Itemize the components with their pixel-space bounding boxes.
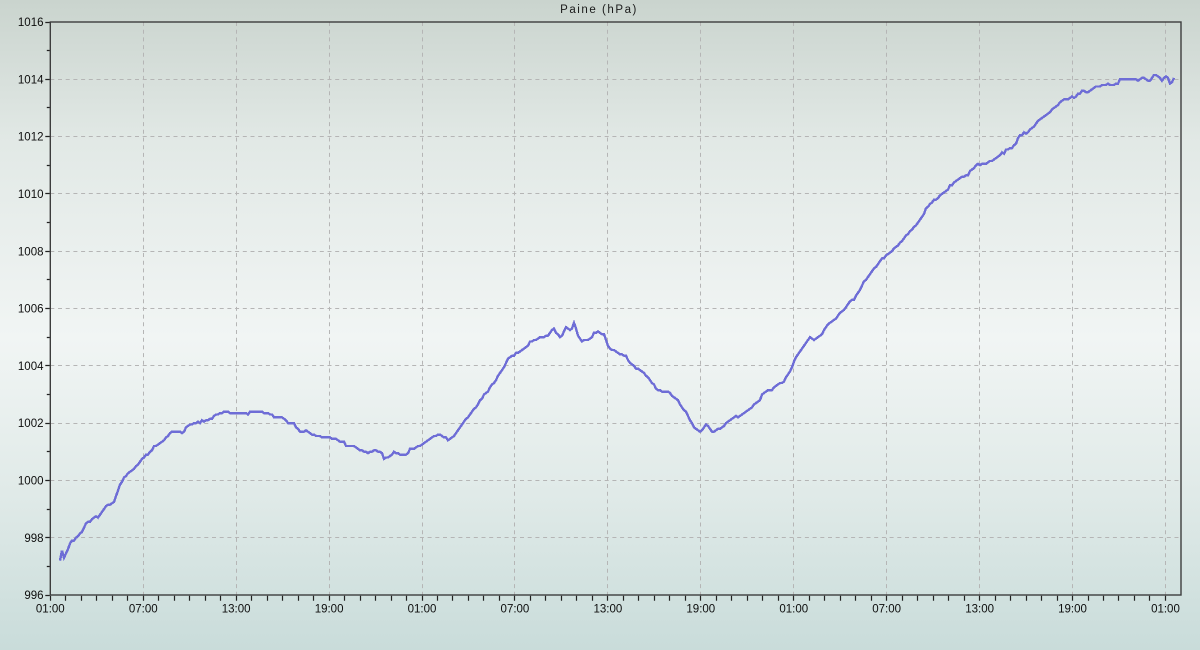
svg-text:1008: 1008 <box>18 246 44 258</box>
svg-text:996: 996 <box>24 590 43 602</box>
svg-text:01:00: 01:00 <box>36 604 65 616</box>
svg-text:13:00: 13:00 <box>965 604 994 616</box>
svg-text:1006: 1006 <box>18 304 44 316</box>
svg-text:01:00: 01:00 <box>779 604 808 616</box>
svg-text:1010: 1010 <box>18 189 44 201</box>
svg-text:1014: 1014 <box>18 74 44 86</box>
svg-text:07:00: 07:00 <box>872 604 901 616</box>
svg-text:1016: 1016 <box>18 17 44 29</box>
svg-text:998: 998 <box>24 533 43 545</box>
svg-text:07:00: 07:00 <box>501 604 530 616</box>
svg-text:1004: 1004 <box>18 361 44 373</box>
svg-text:13:00: 13:00 <box>593 604 622 616</box>
svg-text:1012: 1012 <box>18 132 44 144</box>
svg-text:19:00: 19:00 <box>315 604 344 616</box>
svg-text:Paine (hPa): Paine (hPa) <box>560 4 638 16</box>
svg-text:01:00: 01:00 <box>1151 604 1180 616</box>
svg-text:1000: 1000 <box>18 476 44 488</box>
svg-text:1002: 1002 <box>18 418 44 430</box>
svg-text:13:00: 13:00 <box>222 604 251 616</box>
svg-text:07:00: 07:00 <box>129 604 158 616</box>
svg-text:01:00: 01:00 <box>408 604 437 616</box>
svg-text:19:00: 19:00 <box>686 604 715 616</box>
svg-text:19:00: 19:00 <box>1058 604 1087 616</box>
